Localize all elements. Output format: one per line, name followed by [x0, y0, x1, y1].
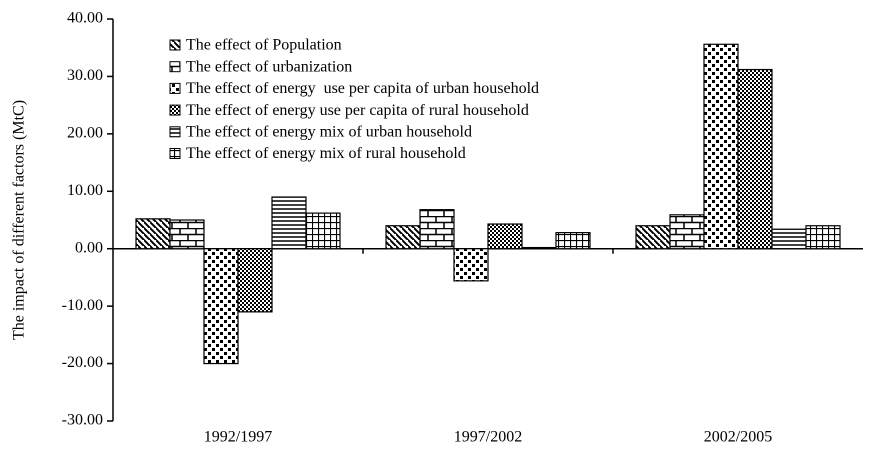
- bar: [305, 212, 341, 250]
- legend-swatch: [169, 126, 181, 138]
- legend-swatch: [169, 148, 181, 159]
- bar: [169, 219, 205, 250]
- legend-swatch: [169, 104, 181, 116]
- bar: [237, 248, 273, 313]
- bar: [521, 246, 557, 250]
- legend-label: The effect of energy mix of rural househ…: [186, 145, 466, 162]
- x-tick-label: 1997/2002: [454, 429, 522, 446]
- y-tick-label: -20.00: [62, 354, 103, 371]
- bar: [669, 214, 705, 250]
- legend-label: The effect of energy use per capita of r…: [186, 102, 529, 119]
- bar: [805, 225, 841, 250]
- y-tick-label: -30.00: [62, 412, 103, 429]
- bar: [203, 248, 239, 365]
- legend-label: The effect of energy mix of urban househ…: [186, 123, 472, 140]
- legend-label: The effect of energy use per capita of u…: [186, 80, 539, 97]
- x-tick-label: 1992/1997: [204, 429, 272, 446]
- y-tick-label: -10.00: [62, 297, 103, 314]
- legend-swatch: [169, 39, 181, 51]
- legend-label: The effect of Population: [186, 37, 342, 54]
- bar: [635, 225, 671, 250]
- y-tick-label: 30.00: [67, 67, 103, 84]
- y-tick-label: 40.00: [67, 10, 103, 27]
- y-tick-label: 0.00: [75, 239, 103, 256]
- bar: [555, 232, 591, 250]
- bar: [453, 248, 489, 282]
- bar: [771, 228, 807, 250]
- y-axis-label: The impact of different factors (MtC): [11, 100, 28, 340]
- y-tick-label: 20.00: [67, 125, 103, 142]
- bar: [487, 223, 523, 250]
- y-tick-label: 10.00: [67, 182, 103, 199]
- bar: [271, 196, 307, 250]
- x-tick-label: 2002/2005: [704, 429, 772, 446]
- bar: [737, 68, 773, 250]
- legend-swatch: [169, 82, 181, 94]
- bar: [385, 225, 421, 250]
- legend-swatch: [169, 61, 181, 73]
- legend-label: The effect of urbanization: [186, 58, 352, 75]
- bar: [419, 209, 455, 250]
- bar: [135, 218, 171, 250]
- bar: [703, 43, 739, 250]
